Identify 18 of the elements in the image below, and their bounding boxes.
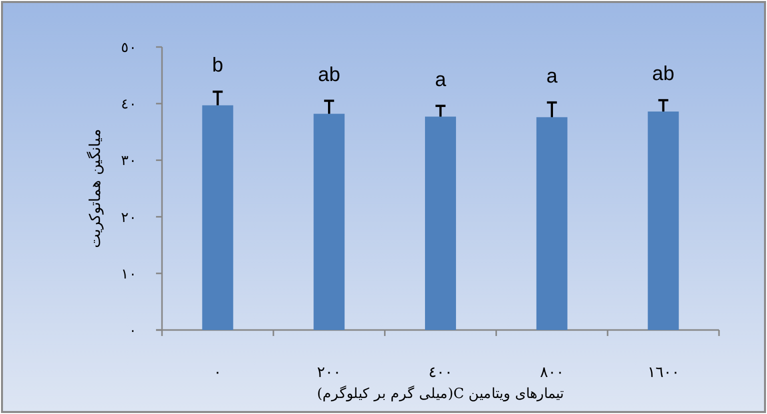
y-axis-title: میانگین هماتوکریت [86, 129, 104, 248]
y-tick-label: ١٠ [121, 266, 137, 282]
x-tick-label: ٢٠٠ [317, 363, 342, 381]
y-tick-label: ٤٠ [121, 96, 137, 113]
x-tick-label: ٨٠٠ [540, 363, 564, 381]
y-tick-label: ٠ [129, 323, 137, 339]
x-tick-label: ١٦٠٠ [647, 363, 680, 381]
annotation: ab [318, 64, 340, 86]
x-axis-title: تیمارهای ویتامین C(میلی گرم بر کیلوگرم) [317, 385, 564, 402]
x-tick-label: ٠ [214, 363, 222, 381]
y-tick-label: ٢٠ [121, 210, 137, 226]
annotation: a [546, 65, 558, 88]
annotation: b [212, 54, 224, 77]
x-tick-label: ٤٠٠ [428, 363, 452, 381]
y-tick-label: ٣٠ [121, 153, 137, 170]
annotation: ab [652, 63, 674, 86]
y-tick-label: ٥٠ [121, 40, 137, 56]
annotation: a [434, 68, 447, 91]
